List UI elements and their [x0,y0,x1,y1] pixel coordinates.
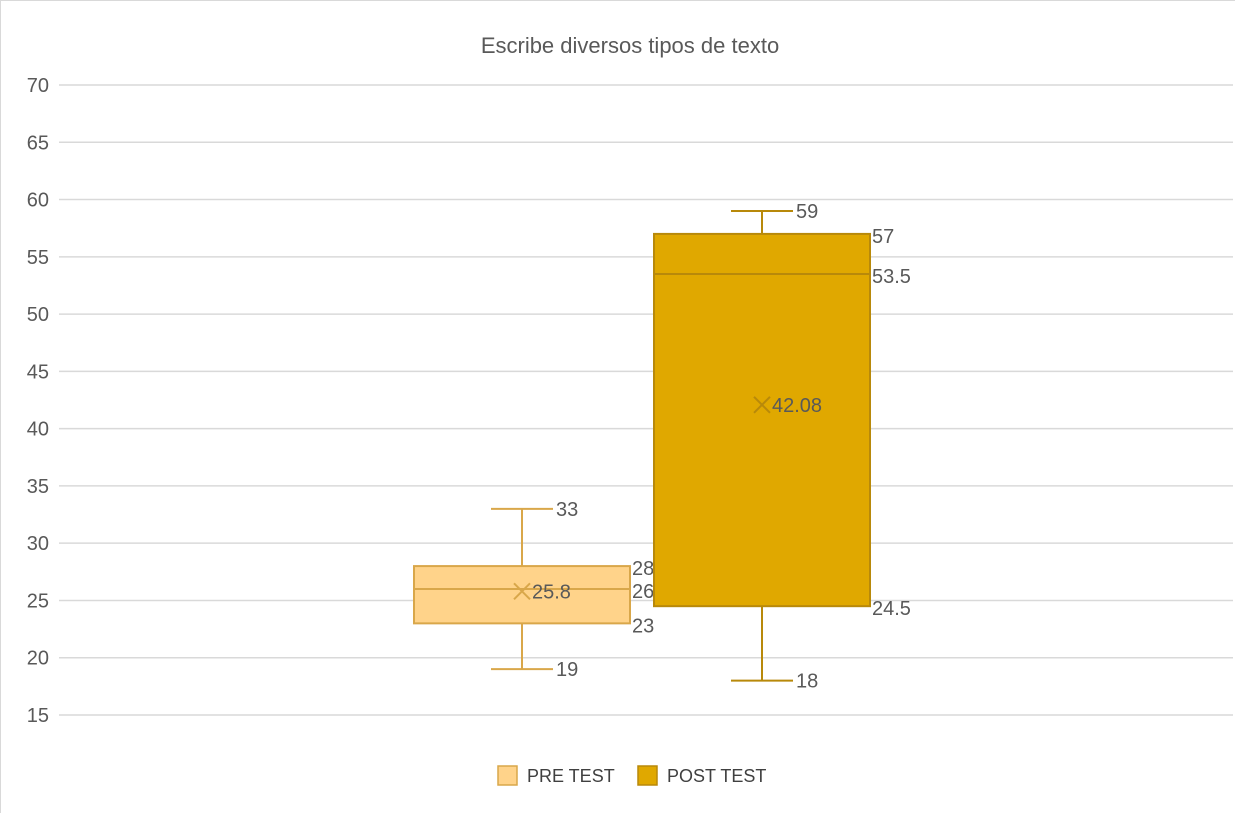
y-tick-label: 65 [27,132,49,154]
y-tick-label: 60 [27,190,49,212]
grid-lines [59,84,1233,716]
y-tick-label: 70 [27,75,49,97]
y-axis-ticks: 15 20 25 30 35 40 45 50 55 60 65 70 [27,75,49,727]
label-q1: 23 [632,615,654,637]
label-q1: 24.5 [872,598,911,620]
y-tick-label: 25 [27,590,49,612]
label-min: 19 [556,659,578,681]
legend: PRE TEST POST TEST [497,765,766,786]
legend-item-1: POST TEST [637,765,766,786]
box-iqr [413,565,631,625]
label-mean: 25.8 [532,581,571,603]
box-iqr [653,232,871,608]
y-tick-label: 50 [27,304,49,326]
label-median: 53.5 [872,266,911,288]
label-max: 33 [556,499,578,521]
y-tick-label: 15 [27,705,49,727]
y-tick-label: 20 [27,648,49,670]
label-mean: 42.08 [772,395,822,417]
legend-label: PRE TEST [527,766,615,786]
label-q3: 57 [872,226,894,248]
y-tick-label: 40 [27,419,49,441]
mean-marker [753,396,771,414]
mean-marker [513,582,531,600]
label-q3: 28 [632,558,654,580]
legend-swatch [637,765,658,786]
y-tick-label: 35 [27,476,49,498]
y-tick-label: 45 [27,361,49,383]
legend-swatch [497,765,518,786]
legend-item-0: PRE TEST [497,765,615,786]
label-min: 18 [796,671,818,693]
chart-title: Escribe diversos tipos de texto [481,33,779,58]
label-max: 59 [796,201,818,223]
y-tick-label: 55 [27,247,49,269]
y-tick-label: 30 [27,533,49,555]
label-median: 26 [632,581,654,603]
box-1: 59 18 42.08 57 53.5 24.5 [653,201,911,693]
legend-label: POST TEST [667,766,766,786]
